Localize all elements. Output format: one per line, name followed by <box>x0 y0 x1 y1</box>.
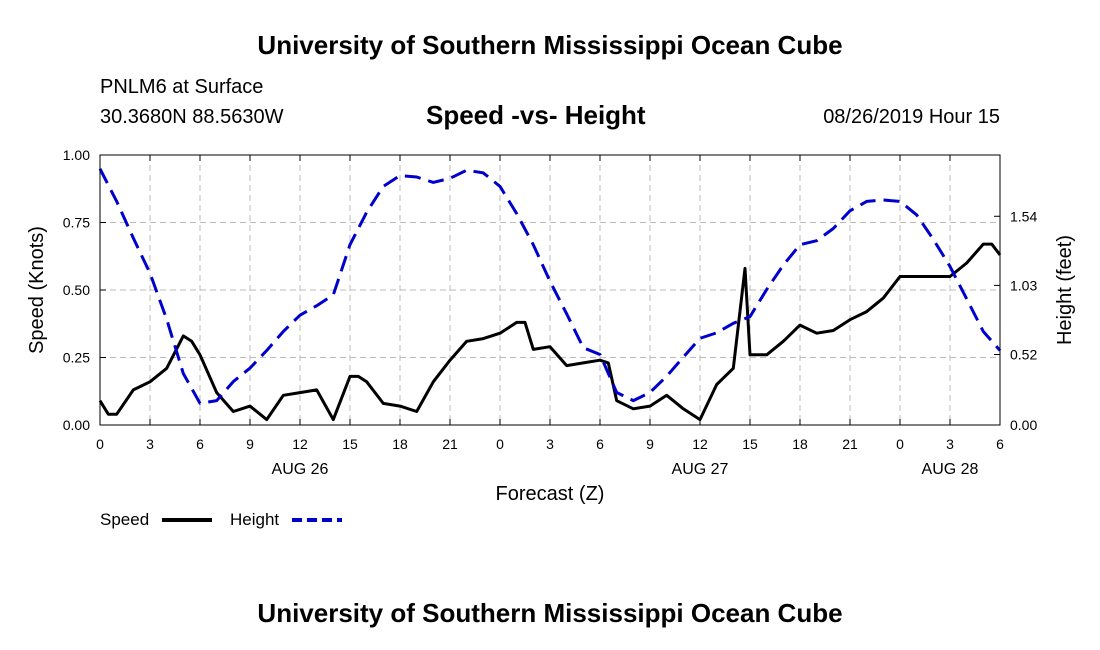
y-tick-label: 1.00 <box>63 147 90 163</box>
date-label: AUG 26 <box>272 461 329 478</box>
x-tick-label: 9 <box>246 436 254 452</box>
legend: Speed Height <box>100 510 342 529</box>
x-tick-label: 12 <box>692 436 708 452</box>
y2-tick-label: 1.54 <box>1010 208 1037 224</box>
x-tick-label: 3 <box>546 436 554 452</box>
y2-axis-title: Height (feet) <box>1054 235 1076 345</box>
x-tick-label: 6 <box>596 436 604 452</box>
forecast-datetime: 08/26/2019 Hour 15 <box>823 106 1000 128</box>
y-tick-label: 0.50 <box>63 282 90 298</box>
chart-subtitle: Speed -vs- Height <box>426 100 646 130</box>
x-tick-label: 15 <box>342 436 358 452</box>
x-tick-label: 9 <box>646 436 654 452</box>
speed-series-line <box>98 242 1002 422</box>
height-series-line <box>98 168 1002 405</box>
date-label: AUG 27 <box>672 461 729 478</box>
x-tick-label: 12 <box>292 436 308 452</box>
x-tick-label: 21 <box>842 436 858 452</box>
y2-tick-label: 0.52 <box>1010 347 1037 363</box>
legend-height-label: Height <box>230 510 279 529</box>
x-tick-label: 3 <box>946 436 954 452</box>
legend-speed-label: Speed <box>100 510 149 529</box>
y-tick-label: 0.25 <box>63 350 90 366</box>
y-axis-title: Speed (Knots) <box>26 226 48 354</box>
x-tick-label: 6 <box>196 436 204 452</box>
x-tick-label: 18 <box>792 436 808 452</box>
x-tick-label: 15 <box>742 436 758 452</box>
x-tick-label: 18 <box>392 436 408 452</box>
y2-tick-label: 0.00 <box>1010 417 1037 433</box>
x-tick-label: 0 <box>896 436 904 452</box>
axes: 0 3 6 9 12 15 18 21 0 3 6 9 12 15 18 21 0 3 6 0.00 0.25 0.50 0… <box>63 147 1038 478</box>
x-tick-label: 0 <box>96 436 104 452</box>
grid-lines <box>100 155 1000 425</box>
x-tick-label: 6 <box>996 436 1004 452</box>
y-tick-label: 0.00 <box>63 417 90 433</box>
x-tick-label: 3 <box>146 436 154 452</box>
date-label: AUG 28 <box>922 461 979 478</box>
x-axis-title: Forecast (Z) <box>496 483 605 505</box>
footer-title: University of Southern Mississippi Ocean… <box>257 598 843 628</box>
x-tick-label: 0 <box>496 436 504 452</box>
station-coordinates: 30.3680N 88.5630W <box>100 106 284 128</box>
y-tick-label: 0.75 <box>63 215 90 231</box>
series-lines <box>98 168 1002 422</box>
page-title: University of Southern Mississippi Ocean… <box>257 30 843 60</box>
y2-tick-label: 1.03 <box>1010 277 1037 293</box>
x-tick-label: 21 <box>442 436 458 452</box>
station-name: PNLM6 at Surface <box>100 76 264 98</box>
